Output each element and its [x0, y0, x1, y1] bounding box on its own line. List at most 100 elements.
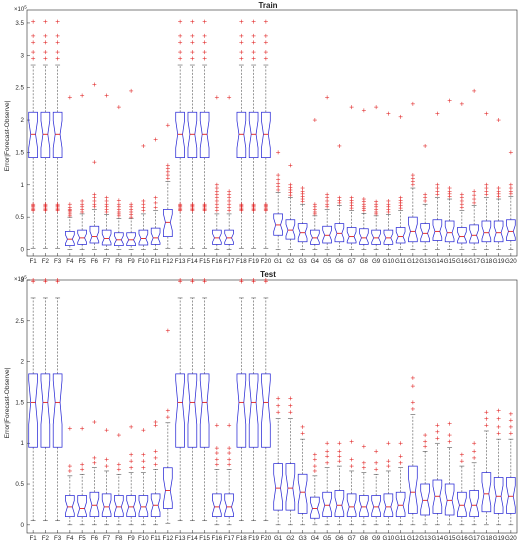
test-outlier: [447, 433, 452, 438]
train-outlier: [263, 40, 268, 45]
test-box-F2: F2: [40, 278, 51, 542]
train-outlier: [116, 105, 121, 110]
test-box-F10: F10: [138, 428, 149, 542]
test-box-G4: G4: [310, 452, 320, 542]
test-outlier: [325, 441, 330, 446]
train-iqr-box: [138, 229, 149, 246]
test-x-tick-label: F12: [163, 535, 174, 542]
train-iqr-box: [114, 232, 124, 247]
test-outlier: [55, 278, 60, 282]
test-outlier: [361, 465, 366, 470]
test-outlier: [227, 462, 232, 467]
train-outlier: [325, 192, 330, 197]
test-outlier: [92, 455, 97, 460]
train-x-tick-label: F4: [66, 258, 74, 265]
train-outlier: [423, 192, 428, 197]
train-iqr-box: [444, 220, 455, 243]
test-outlier: [374, 467, 379, 472]
train-outlier: [55, 19, 60, 24]
train-outlier: [496, 186, 501, 191]
test-outlier: [116, 433, 121, 438]
test-box-F8: F8: [114, 433, 124, 542]
test-outlier: [214, 462, 219, 467]
train-box-F3: F3: [52, 19, 63, 265]
train-box-G18: G18: [481, 111, 493, 265]
test-x-tick-label: F4: [66, 535, 74, 542]
train-iqr-box: [261, 111, 271, 158]
train-outlier: [190, 33, 195, 38]
train-outlier: [190, 19, 195, 24]
test-outlier: [508, 411, 513, 416]
train-x-tick-label: F11: [151, 258, 162, 265]
train-y-multiplier-base: ×10: [14, 7, 25, 13]
train-outlier: [55, 33, 60, 38]
test-iqr-box: [469, 490, 479, 518]
test-outlier: [227, 451, 232, 456]
test-outlier: [276, 410, 281, 415]
train-x-tick-label: G12: [407, 258, 419, 265]
train-outlier: [459, 192, 464, 197]
train-y-tick-label: 2.5: [15, 85, 24, 92]
test-y-multiplier: ×105: [14, 275, 27, 284]
test-x-tick-label: G9: [372, 535, 381, 542]
train-x-tick-label: F20: [261, 258, 272, 265]
test-box-F11: F11: [150, 420, 161, 542]
train-x-tick-label: G6: [335, 258, 344, 265]
train-box-F2: F2: [40, 19, 51, 265]
test-outlier: [386, 459, 391, 464]
train-x-tick-label: F17: [224, 258, 235, 265]
train-x-tick-label: F5: [79, 258, 87, 265]
train-x-tick-label: F19: [248, 258, 259, 265]
train-outlier: [153, 200, 158, 205]
test-outlier: [67, 426, 72, 431]
test-iqr-box: [114, 495, 124, 518]
test-outlier: [472, 449, 477, 454]
train-outlier: [239, 19, 244, 24]
train-iqr-box: [395, 227, 406, 244]
test-x-tick-label: F10: [138, 535, 149, 542]
train-outlier: [153, 205, 158, 210]
train-iqr-box: [175, 111, 185, 158]
test-box-G10: G10: [383, 441, 395, 542]
train-x-tick-label: F8: [115, 258, 123, 265]
train-outlier: [472, 88, 477, 93]
test-iqr-box: [150, 493, 161, 518]
train-box-G10: G10: [383, 111, 395, 265]
test-outlier: [67, 464, 72, 469]
train-outlier: [484, 182, 489, 187]
test-iqr-box: [457, 491, 467, 518]
train-x-tick-label: F9: [128, 258, 136, 265]
test-iqr-box: [199, 373, 210, 448]
train-x-tick-label: F7: [103, 258, 111, 265]
train-outlier: [410, 173, 415, 178]
test-outlier: [374, 449, 379, 454]
test-outlier: [153, 455, 158, 460]
train-box-G8: G8: [359, 108, 369, 265]
train-box-F16: F16: [212, 95, 223, 265]
train-outlier: [386, 198, 391, 203]
train-iqr-box: [493, 220, 504, 243]
train-axes-frame: [26, 9, 518, 257]
train-outlier: [43, 202, 48, 207]
train-outlier: [153, 137, 158, 142]
test-box-G9: G9: [371, 449, 381, 542]
test-x-tick-label: G7: [347, 535, 356, 542]
train-outlier: [55, 56, 60, 61]
train-iqr-box: [212, 229, 222, 245]
test-outlier: [104, 464, 109, 469]
test-outlier: [129, 424, 134, 429]
test-x-tick-label: G6: [335, 535, 344, 542]
train-iqr-box: [322, 225, 332, 244]
test-iqr-box: [408, 465, 418, 514]
train-title: Train: [258, 1, 277, 10]
train-box-F9: F9: [126, 88, 136, 265]
test-box-G7: G7: [346, 439, 357, 542]
test-box-F14: F14: [187, 278, 198, 542]
test-outlier: [312, 468, 317, 473]
test-iqr-box: [40, 373, 51, 448]
test-outlier: [508, 424, 513, 429]
test-x-tick-label: G5: [323, 535, 332, 542]
train-outlier: [141, 143, 146, 148]
train-outlier: [43, 33, 48, 38]
train-outlier: [398, 114, 403, 119]
